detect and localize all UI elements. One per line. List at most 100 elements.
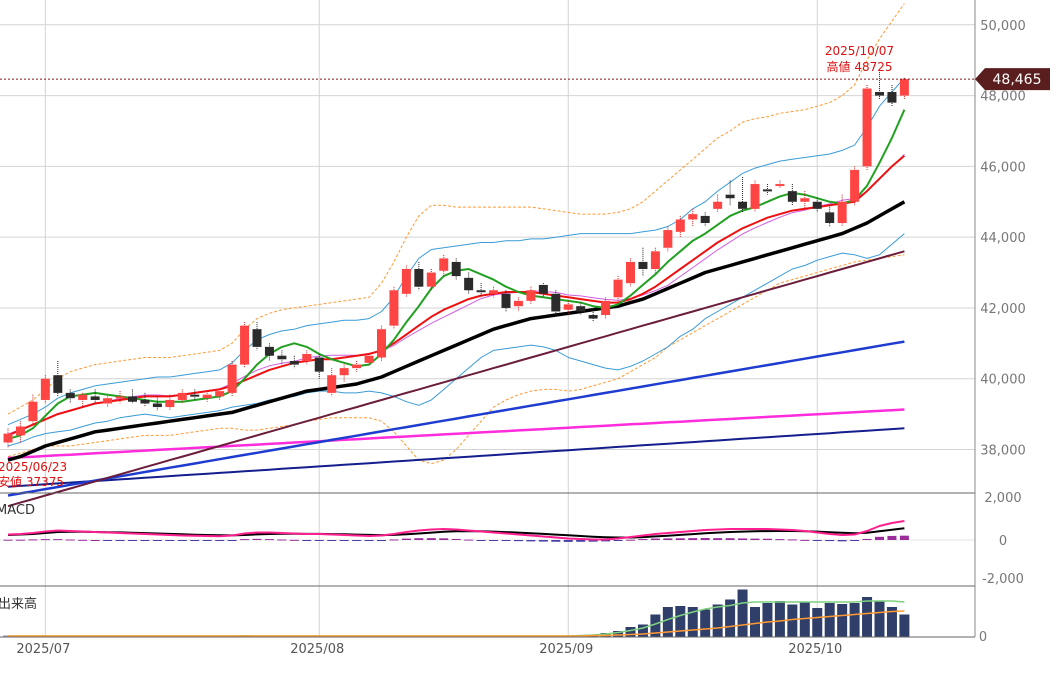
macd-histogram-bar xyxy=(899,535,909,540)
price-tick-label: 44,000 xyxy=(980,231,1026,246)
ma-navy-line xyxy=(7,427,905,488)
volume-bar xyxy=(712,604,723,637)
candle-body xyxy=(551,293,561,312)
low-date-label: 2025/06/23 xyxy=(0,460,67,474)
macd-histogram-bar xyxy=(190,540,200,541)
candle-body xyxy=(862,88,872,167)
candle-body xyxy=(302,353,312,362)
candle-body xyxy=(90,396,100,400)
macd-histogram-bar xyxy=(837,540,847,542)
chart-grid xyxy=(0,0,975,637)
macd-histogram-bar xyxy=(115,540,125,541)
candle-body xyxy=(875,92,884,96)
candle-body xyxy=(538,284,548,294)
bollinger-bands xyxy=(7,3,905,465)
volume-bar xyxy=(862,597,873,637)
macd-histogram-bar xyxy=(538,540,548,542)
macd-histogram-bar xyxy=(140,540,150,541)
volume-bar xyxy=(886,607,897,637)
macd-histogram-bar xyxy=(28,539,38,541)
macd-histogram-bar xyxy=(825,540,835,542)
candle-body xyxy=(613,279,623,298)
candle-body xyxy=(202,394,212,399)
volume-bar xyxy=(824,603,835,637)
macd-histogram-bar xyxy=(464,539,474,541)
candle-body xyxy=(576,306,586,312)
candle-body xyxy=(476,290,486,293)
volume-pane: 出来高 xyxy=(0,589,910,637)
candle-body xyxy=(152,403,162,408)
candle-body xyxy=(489,290,499,294)
candle-body xyxy=(377,329,386,358)
candle-body xyxy=(289,361,299,365)
candle-body xyxy=(825,212,835,223)
volume-bar xyxy=(650,614,661,637)
price-badge-shape xyxy=(975,68,1050,91)
candle-body xyxy=(314,357,324,372)
macd-histogram-bar xyxy=(177,540,187,541)
candle-body xyxy=(165,399,175,408)
candle-body xyxy=(128,396,137,402)
candle-body xyxy=(650,251,660,270)
macd-histogram-bar xyxy=(377,540,386,541)
macd-histogram-bar xyxy=(65,539,75,541)
candle-body xyxy=(464,277,474,291)
candle-body xyxy=(339,368,349,376)
macd-histogram-bar xyxy=(601,540,611,542)
macd-histogram-bar xyxy=(252,538,262,540)
macd-histogram-bar xyxy=(526,540,536,542)
volume-bar xyxy=(625,627,636,637)
candle-body xyxy=(140,399,150,404)
volume-label: 出来高 xyxy=(0,596,37,612)
candle-body xyxy=(725,194,735,199)
candle-body xyxy=(439,258,449,271)
volume-bar xyxy=(899,614,910,637)
candle-body xyxy=(389,290,399,326)
volume-bar xyxy=(762,603,773,637)
price-tick-label: 38,000 xyxy=(980,444,1026,459)
current-price-label: 48,465 xyxy=(993,72,1042,88)
candle-body xyxy=(177,392,187,400)
bb-upper-1sigma-line xyxy=(7,77,905,426)
candle-body xyxy=(675,219,685,232)
macd-histogram-bar xyxy=(389,539,399,541)
macd-histogram-bar xyxy=(812,540,822,541)
macd-histogram-bar xyxy=(264,539,274,541)
macd-histogram-bar xyxy=(713,538,723,540)
volume-bar xyxy=(750,607,760,637)
macd-tick-label: 2,000 xyxy=(984,491,1021,506)
macd-histogram-bar xyxy=(700,538,710,540)
ma200-line xyxy=(7,250,905,508)
candle-body xyxy=(78,394,88,400)
candle-body xyxy=(364,355,374,363)
candle-body xyxy=(240,325,250,365)
volume-bar xyxy=(812,608,823,637)
candle-body xyxy=(15,426,25,436)
candle-body xyxy=(837,201,847,223)
macd-histogram-bar xyxy=(90,540,100,541)
macd-histogram-bar xyxy=(501,540,511,541)
macd-histogram-bar xyxy=(240,539,250,541)
moving-averages xyxy=(7,109,906,508)
price-tick-label: 48,000 xyxy=(980,90,1026,105)
macd-histogram-bar xyxy=(103,540,113,541)
candle-body xyxy=(601,300,611,316)
volume-bar xyxy=(737,589,748,637)
macd-histogram-bar xyxy=(128,540,137,541)
macd-histogram-bar xyxy=(762,538,772,540)
candle-body xyxy=(775,184,785,187)
bb-middle-line xyxy=(7,153,905,435)
candle-body xyxy=(513,300,523,307)
candle-body xyxy=(526,290,536,301)
macd-histogram-bar xyxy=(887,535,897,540)
candle-body xyxy=(800,198,810,202)
macd-tick-label: 0 xyxy=(999,534,1007,549)
low-value-label: 安値 37375 xyxy=(0,474,64,489)
volume-ma-long-line xyxy=(8,610,905,637)
candle-body xyxy=(103,398,113,404)
candle-body xyxy=(451,261,461,277)
macd-histogram-bar xyxy=(738,538,748,540)
macd-histogram-bar xyxy=(352,540,362,541)
macd-histogram-bar xyxy=(426,538,436,540)
macd-histogram-bar xyxy=(476,540,486,541)
